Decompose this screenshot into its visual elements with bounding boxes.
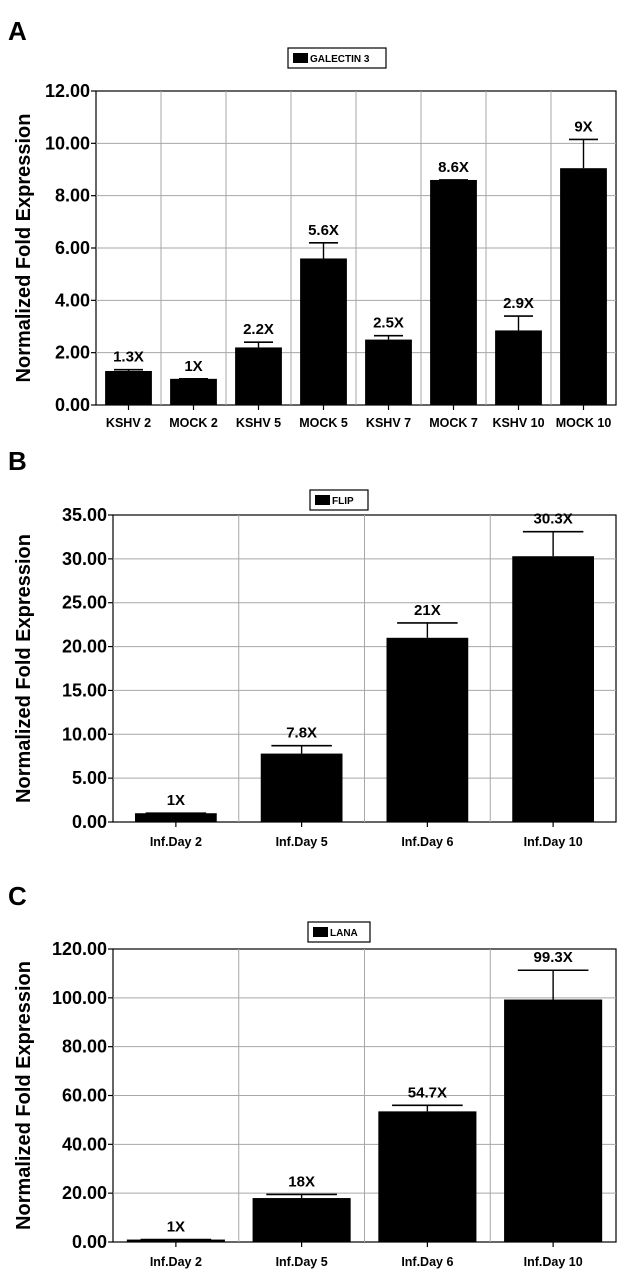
bar (170, 378, 217, 405)
x-tick-label: MOCK 7 (429, 416, 478, 430)
x-tick-label: KSHV 7 (366, 416, 411, 430)
panel-letter: C (8, 881, 27, 911)
bar (504, 999, 603, 1242)
y-tick-label: 60.00 (62, 1086, 107, 1106)
y-tick-label: 4.00 (55, 290, 90, 310)
y-tick-label: 10.00 (62, 724, 107, 744)
data-label: 1X (167, 792, 185, 809)
legend-box (287, 47, 387, 69)
data-label: 21X (414, 602, 441, 619)
bar (386, 637, 469, 822)
bar (512, 556, 594, 822)
y-tick-label: 35.00 (62, 505, 107, 525)
x-tick-label: KSHV 5 (236, 416, 281, 430)
bar (430, 179, 477, 405)
x-tick-label: Inf.Day 5 (276, 835, 328, 849)
bar (252, 1198, 351, 1242)
y-tick-label: 6.00 (55, 238, 90, 258)
x-tick-label: Inf.Day 10 (524, 1255, 583, 1269)
data-label: 5.6X (308, 222, 339, 239)
bar (495, 330, 542, 405)
y-tick-label: 0.00 (72, 812, 107, 832)
x-tick-label: Inf.Day 2 (150, 835, 202, 849)
y-tick-label: 8.00 (55, 186, 90, 206)
y-tick-label: 80.00 (62, 1037, 107, 1057)
bar (378, 1111, 477, 1242)
y-tick-label: 20.00 (62, 637, 107, 657)
x-tick-label: Inf.Day 2 (150, 1255, 202, 1269)
y-tick-label: 10.00 (45, 133, 90, 153)
y-tick-label: 0.00 (55, 395, 90, 415)
x-tick-label: Inf.Day 10 (524, 835, 583, 849)
bar (560, 168, 607, 405)
data-label: 7.8X (286, 725, 317, 742)
bar (300, 258, 347, 405)
y-tick-label: 100.00 (52, 988, 107, 1008)
y-axis-label: Normalized Fold Expression (13, 961, 35, 1230)
x-tick-label: KSHV 10 (492, 416, 544, 430)
y-tick-label: 12.00 (45, 81, 90, 101)
data-label: 2.5X (373, 315, 404, 332)
legend-swatch (315, 495, 330, 505)
y-tick-label: 0.00 (72, 1232, 107, 1252)
panel-letter: A (8, 16, 27, 46)
data-label: 9X (574, 118, 592, 135)
y-tick-label: 30.00 (62, 549, 107, 569)
legend-label: GALECTIN 3 (310, 54, 370, 65)
data-label: 54.7X (408, 1084, 447, 1101)
bar (260, 753, 343, 822)
y-axis-label: Normalized Fold Expression (13, 534, 35, 803)
x-tick-label: Inf.Day 6 (401, 835, 453, 849)
bar (126, 1239, 225, 1242)
y-tick-label: 40.00 (62, 1134, 107, 1154)
y-tick-label: 5.00 (72, 768, 107, 788)
data-label: 1.3X (113, 349, 144, 366)
legend-swatch (313, 927, 328, 937)
bar (135, 813, 217, 822)
x-tick-label: Inf.Day 6 (401, 1255, 453, 1269)
y-axis-label: Normalized Fold Expression (13, 114, 35, 383)
panel-letter: B (8, 446, 27, 476)
legend-label: FLIP (332, 496, 354, 507)
y-tick-label: 20.00 (62, 1183, 107, 1203)
legend-swatch (293, 53, 308, 63)
y-tick-label: 25.00 (62, 593, 107, 613)
x-tick-label: MOCK 5 (299, 416, 348, 430)
data-label: 30.3X (534, 511, 573, 528)
legend-label: LANA (330, 928, 358, 939)
data-label: 1X (167, 1219, 185, 1236)
data-label: 2.9X (503, 295, 534, 312)
data-label: 2.2X (243, 321, 274, 338)
x-tick-label: KSHV 2 (106, 416, 151, 430)
x-tick-label: MOCK 2 (169, 416, 218, 430)
x-tick-label: Inf.Day 5 (276, 1255, 328, 1269)
bar (235, 347, 282, 405)
y-tick-label: 2.00 (55, 343, 90, 363)
bar (105, 370, 152, 405)
data-label: 99.3X (534, 949, 573, 966)
x-tick-label: MOCK 10 (556, 416, 612, 430)
y-tick-label: 15.00 (62, 680, 107, 700)
data-label: 18X (288, 1173, 315, 1190)
y-tick-label: 120.00 (52, 939, 107, 959)
data-label: 1X (184, 358, 202, 375)
data-label: 8.6X (438, 159, 469, 176)
bar (365, 339, 412, 405)
